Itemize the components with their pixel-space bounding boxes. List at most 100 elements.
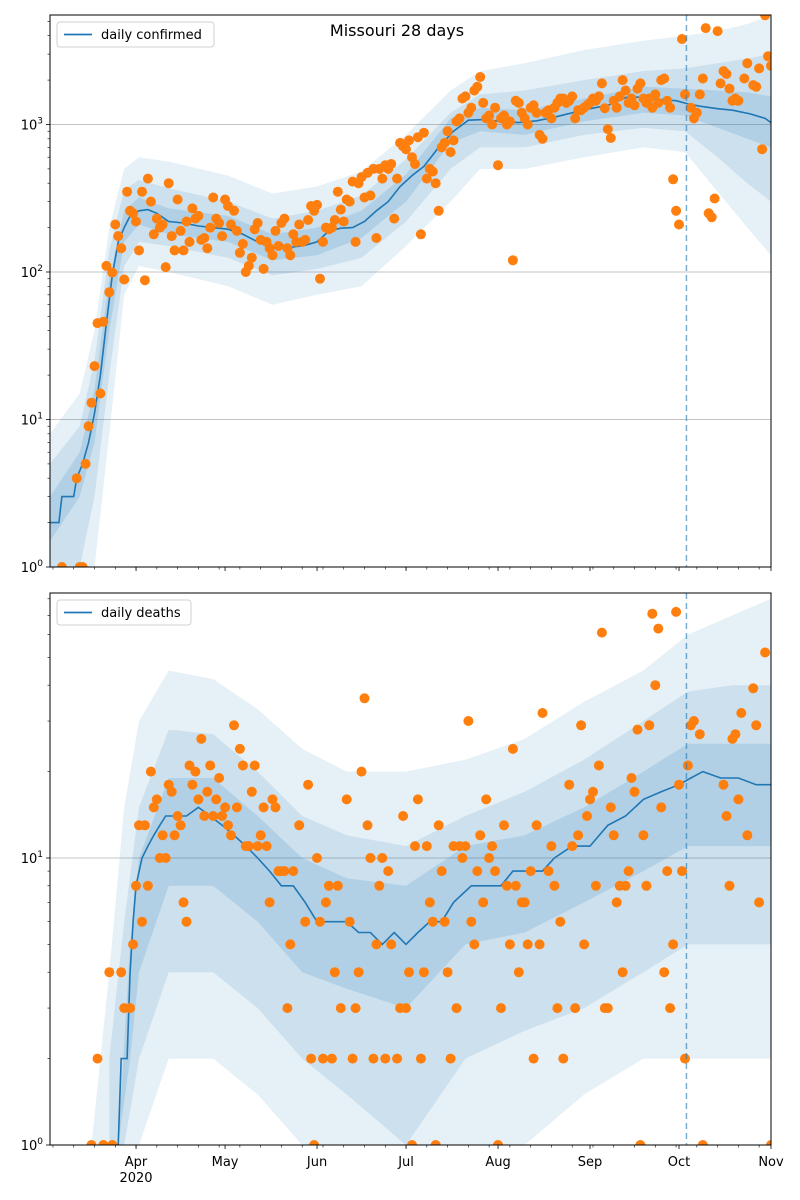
data-point xyxy=(412,794,423,805)
data-point xyxy=(80,458,91,469)
data-point xyxy=(677,866,687,877)
data-point xyxy=(101,260,112,271)
data-point xyxy=(125,1003,136,1014)
data-point xyxy=(721,811,732,821)
data-point xyxy=(709,193,720,204)
data-point xyxy=(142,880,153,891)
data-point xyxy=(139,820,150,831)
data-point xyxy=(596,78,607,89)
data-point xyxy=(549,880,560,891)
data-point xyxy=(650,680,661,691)
data-point xyxy=(386,159,397,169)
data-point xyxy=(237,238,248,249)
data-point xyxy=(404,967,414,978)
data-point xyxy=(718,779,729,790)
data-point xyxy=(315,273,325,284)
data-point xyxy=(748,683,759,694)
data-point xyxy=(469,939,480,950)
legend: daily confirmed xyxy=(56,21,215,48)
data-point xyxy=(107,1140,118,1145)
data-point xyxy=(638,830,649,841)
data-point xyxy=(715,78,726,89)
data-point xyxy=(493,160,503,171)
data-point xyxy=(626,773,637,783)
data-point xyxy=(131,880,141,891)
data-point xyxy=(691,107,702,118)
data-point xyxy=(445,1053,456,1064)
data-point xyxy=(608,830,619,841)
data-point xyxy=(368,1053,379,1064)
x-tick-label: Oct xyxy=(668,1155,690,1170)
data-point xyxy=(145,766,156,777)
data-point xyxy=(590,880,601,891)
data-point xyxy=(632,724,643,735)
data-point xyxy=(92,1053,103,1064)
data-point xyxy=(279,866,290,877)
data-point xyxy=(570,113,581,124)
data-point xyxy=(564,779,575,790)
data-point xyxy=(181,916,192,927)
legend-box xyxy=(56,21,215,48)
data-point xyxy=(499,820,509,831)
data-point xyxy=(448,135,459,146)
y-tick-label-base: 10 xyxy=(21,118,38,133)
data-point xyxy=(163,178,174,189)
x-tick-label: Sep xyxy=(578,1155,603,1170)
data-point xyxy=(650,89,661,100)
data-point xyxy=(356,766,367,777)
data-point xyxy=(190,766,201,777)
data-point xyxy=(567,841,578,852)
data-point xyxy=(229,205,239,216)
data-point xyxy=(243,841,254,852)
data-point xyxy=(620,85,631,96)
data-point xyxy=(418,967,429,978)
data-point xyxy=(466,102,477,113)
data-point xyxy=(288,866,299,877)
data-point xyxy=(644,720,655,731)
data-point xyxy=(104,967,115,978)
data-point xyxy=(134,245,144,256)
data-point xyxy=(733,794,744,805)
y-tick-label-base: 10 xyxy=(21,852,38,867)
data-point xyxy=(95,388,106,399)
data-point xyxy=(208,192,219,203)
y-tick-label-base: 10 xyxy=(21,266,38,281)
y-tick-label: 101 xyxy=(21,411,43,428)
data-point xyxy=(573,830,584,841)
data-point xyxy=(620,880,631,891)
data-point xyxy=(318,236,328,247)
data-point xyxy=(680,1053,690,1064)
data-point xyxy=(350,236,361,247)
data-point xyxy=(487,841,498,852)
data-point xyxy=(231,802,242,813)
data-point xyxy=(199,811,210,821)
data-point xyxy=(335,204,346,215)
data-point xyxy=(249,760,260,771)
data-point xyxy=(371,233,382,243)
data-point xyxy=(507,255,518,266)
data-point xyxy=(223,820,233,831)
data-point xyxy=(294,820,305,831)
data-point xyxy=(427,916,438,927)
data-point xyxy=(724,83,735,94)
data-point xyxy=(593,91,604,102)
data-point xyxy=(166,231,177,242)
data-point xyxy=(665,1003,676,1014)
data-point xyxy=(415,229,426,240)
data-point xyxy=(151,794,162,805)
data-point xyxy=(199,233,210,243)
legend: daily deaths xyxy=(56,599,192,626)
data-point xyxy=(490,866,501,877)
data-point xyxy=(365,190,376,201)
data-point xyxy=(246,786,257,797)
data-point xyxy=(677,34,687,44)
x-tick-label: Jun xyxy=(306,1155,327,1170)
data-point xyxy=(460,91,471,102)
data-point xyxy=(267,794,278,805)
data-point xyxy=(475,72,486,82)
y-tick-label-base: 10 xyxy=(21,1139,38,1154)
data-point xyxy=(475,830,486,841)
data-point xyxy=(522,119,533,130)
